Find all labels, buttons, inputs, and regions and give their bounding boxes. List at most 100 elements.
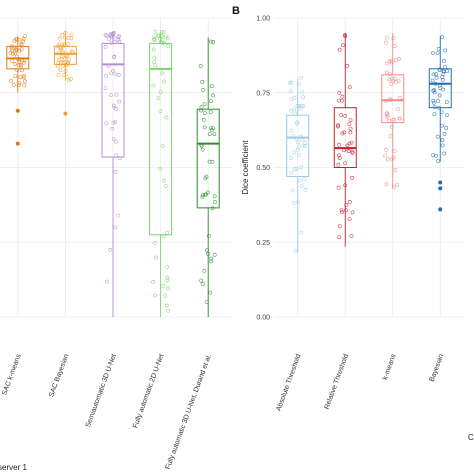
data-point bbox=[103, 33, 108, 37]
data-point bbox=[437, 93, 442, 98]
data-point bbox=[336, 162, 341, 167]
data-point bbox=[300, 90, 305, 95]
data-point bbox=[339, 208, 344, 213]
data-point bbox=[302, 177, 307, 182]
data-point bbox=[152, 35, 157, 40]
category-label: SAC k-means bbox=[1, 353, 23, 396]
data-point bbox=[345, 143, 350, 148]
category-label: Absolute Threshold bbox=[275, 353, 302, 412]
data-point bbox=[440, 138, 445, 143]
data-point bbox=[437, 105, 441, 110]
data-point bbox=[391, 155, 396, 160]
data-point bbox=[200, 194, 205, 199]
data-point bbox=[288, 89, 293, 94]
data-point bbox=[22, 58, 27, 63]
data-point bbox=[337, 90, 342, 95]
data-point bbox=[118, 156, 122, 161]
data-point bbox=[116, 35, 121, 40]
y-tick-label: 0.00 bbox=[256, 315, 270, 322]
y-tick-label: 0.50 bbox=[256, 165, 270, 172]
data-point bbox=[209, 99, 213, 104]
data-point bbox=[303, 140, 308, 145]
data-point bbox=[343, 183, 348, 188]
data-point bbox=[201, 117, 206, 122]
data-point bbox=[391, 36, 396, 41]
data-point bbox=[433, 81, 438, 86]
data-point bbox=[113, 139, 118, 144]
data-point bbox=[165, 264, 170, 269]
data-point bbox=[432, 88, 437, 92]
data-point bbox=[151, 279, 156, 284]
panel-a-footer-label: server 1 bbox=[0, 463, 27, 472]
data-point bbox=[162, 79, 167, 84]
data-point bbox=[441, 59, 446, 63]
data-point bbox=[199, 105, 204, 110]
data-point bbox=[202, 268, 207, 273]
data-point bbox=[57, 51, 61, 56]
data-point bbox=[336, 124, 340, 129]
data-point bbox=[439, 123, 444, 128]
data-point bbox=[17, 48, 22, 53]
data-point bbox=[296, 140, 301, 145]
data-point bbox=[156, 96, 161, 101]
data-point bbox=[387, 119, 392, 123]
data-point bbox=[116, 72, 121, 77]
y-tick-label: 0.25 bbox=[256, 240, 270, 247]
data-point bbox=[108, 33, 113, 37]
data-point bbox=[206, 233, 211, 238]
data-point bbox=[114, 92, 119, 97]
data-point bbox=[389, 58, 394, 63]
data-point bbox=[166, 44, 171, 48]
data-point bbox=[296, 153, 301, 158]
box bbox=[196, 108, 220, 209]
data-point bbox=[64, 75, 69, 80]
data-point bbox=[296, 82, 301, 87]
data-point bbox=[303, 187, 308, 192]
data-point bbox=[165, 230, 170, 235]
data-point bbox=[59, 54, 64, 59]
data-point bbox=[437, 67, 442, 72]
data-point bbox=[111, 103, 116, 108]
data-point bbox=[388, 97, 392, 102]
data-point bbox=[434, 72, 439, 77]
data-point bbox=[432, 112, 437, 117]
data-point bbox=[63, 69, 68, 74]
data-point bbox=[340, 131, 345, 136]
data-point bbox=[63, 63, 68, 68]
data-point bbox=[209, 256, 214, 261]
data-point bbox=[104, 121, 109, 126]
outlier-point bbox=[15, 108, 20, 113]
data-point bbox=[208, 39, 213, 44]
data-point bbox=[384, 35, 389, 40]
data-point bbox=[350, 210, 355, 215]
panel-b-label: B bbox=[232, 5, 240, 17]
category-label: Semiautomatic 3D U-Net bbox=[85, 353, 118, 428]
outlier-point bbox=[15, 141, 20, 146]
data-point bbox=[301, 104, 306, 109]
data-point bbox=[336, 123, 340, 128]
data-point bbox=[337, 47, 342, 52]
data-point bbox=[435, 51, 440, 56]
category-label: Relative Threshold bbox=[324, 353, 351, 410]
data-point bbox=[113, 225, 118, 230]
outlier-point bbox=[438, 207, 443, 212]
data-point bbox=[159, 29, 164, 34]
data-point bbox=[158, 166, 163, 171]
data-point bbox=[440, 143, 445, 148]
category-label: SAC Bayesian bbox=[48, 353, 70, 398]
data-point bbox=[295, 147, 300, 152]
data-point bbox=[22, 83, 27, 88]
data-point bbox=[395, 107, 400, 112]
data-point bbox=[294, 166, 299, 171]
data-point bbox=[56, 64, 60, 69]
data-point bbox=[344, 202, 349, 207]
data-point bbox=[296, 200, 300, 205]
data-point bbox=[65, 54, 70, 58]
data-point bbox=[289, 97, 294, 102]
data-point bbox=[289, 109, 294, 113]
data-point bbox=[343, 114, 348, 118]
data-point bbox=[434, 153, 438, 158]
data-point bbox=[293, 248, 298, 253]
data-point bbox=[104, 73, 109, 78]
data-point bbox=[158, 90, 163, 95]
